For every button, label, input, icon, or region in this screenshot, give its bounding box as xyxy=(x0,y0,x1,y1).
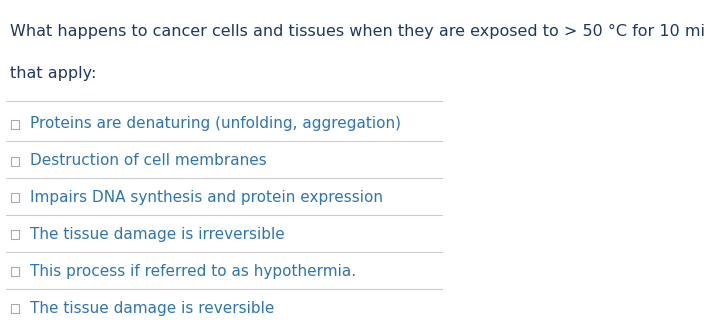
FancyBboxPatch shape xyxy=(11,120,19,129)
Text: This process if referred to as hypothermia.: This process if referred to as hypotherm… xyxy=(30,264,356,279)
Text: Destruction of cell membranes: Destruction of cell membranes xyxy=(30,153,267,168)
Text: Impairs DNA synthesis and protein expression: Impairs DNA synthesis and protein expres… xyxy=(30,190,383,205)
Text: The tissue damage is irreversible: The tissue damage is irreversible xyxy=(30,227,285,242)
Text: that apply:: that apply: xyxy=(11,66,96,81)
Text: The tissue damage is reversible: The tissue damage is reversible xyxy=(30,301,275,316)
Text: Proteins are denaturing (unfolding, aggregation): Proteins are denaturing (unfolding, aggr… xyxy=(30,116,401,131)
FancyBboxPatch shape xyxy=(11,267,19,276)
FancyBboxPatch shape xyxy=(11,230,19,239)
FancyBboxPatch shape xyxy=(11,193,19,202)
FancyBboxPatch shape xyxy=(11,304,19,313)
FancyBboxPatch shape xyxy=(11,156,19,166)
Text: What happens to cancer cells and tissues when they are exposed to > 50 °C for 10: What happens to cancer cells and tissues… xyxy=(11,24,704,39)
